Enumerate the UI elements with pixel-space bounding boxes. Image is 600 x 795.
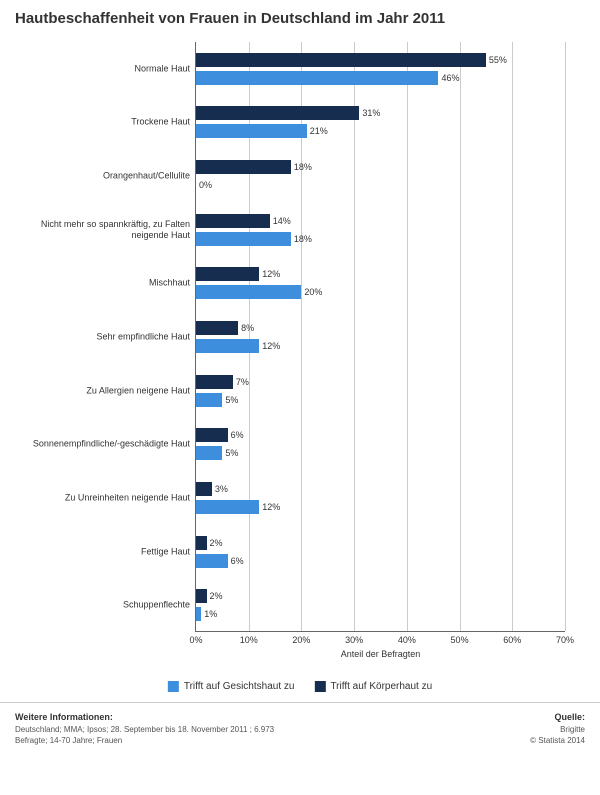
chart: Anteil der Befragten 0% 10% 20% 30% 40% 50% 60… [15,42,585,692]
bar-value-label: 2% [210,591,223,601]
footer: Weitere Informationen: Deutschland; MMA;… [0,702,600,758]
y-category-label: Schuppenflechte [18,600,190,611]
bar-value-label: 55% [489,55,507,65]
bar-value-label: 7% [236,377,249,387]
bar: 18% [196,160,291,174]
legend-label: Trifft auf Körperhaut zu [330,681,432,692]
gridline [565,42,566,631]
footer-left-line1: Deutschland; MMA; Ipsos; 28. September b… [15,725,274,734]
x-tick-label: 40% [398,635,416,645]
bar-value-label: 6% [231,556,244,566]
legend-item: Trifft auf Körperhaut zu [314,681,432,692]
bar: 2% [196,589,207,603]
bar-value-label: 18% [294,234,312,244]
bar: 8% [196,321,238,335]
x-tick-label: 50% [451,635,469,645]
bar-value-label: 1% [204,609,217,619]
bar: 12% [196,500,259,514]
bar-value-label: 14% [273,216,291,226]
bar: 6% [196,428,228,442]
bar-value-label: 0% [199,180,212,190]
y-category-label: Sonnenempfindliche/-geschädigte Haut [18,439,190,450]
chart-plot-area: Anteil der Befragten 0%10%20%30%40%50%60… [195,42,565,632]
bar: 18% [196,232,291,246]
bar-value-label: 5% [225,395,238,405]
bar: 55% [196,53,486,67]
category-group: Zu Allergien neigene Haut7%5% [196,375,565,407]
category-group: Zu Unreinheiten neigende Haut3%12% [196,482,565,514]
bar-value-label: 12% [262,269,280,279]
x-axis-title: Anteil der Befragten [341,649,421,659]
footer-right-line2: © Statista 2014 [530,736,585,745]
bar-value-label: 12% [262,502,280,512]
category-group: Trockene Haut31%21% [196,106,565,138]
y-category-label: Zu Unreinheiten neigende Haut [18,493,190,504]
bar-value-label: 2% [210,538,223,548]
y-category-label: Mischhaut [18,278,190,289]
bar-value-label: 20% [304,287,322,297]
y-category-label: Sehr empfindliche Haut [18,332,190,343]
category-group: Sehr empfindliche Haut8%12% [196,321,565,353]
bar: 2% [196,536,207,550]
bar-value-label: 31% [362,108,380,118]
category-group: Sonnenempfindliche/-geschädigte Haut6%5% [196,428,565,460]
category-group: Mischhaut12%20% [196,267,565,299]
category-group: Schuppenflechte2%1% [196,589,565,621]
y-category-label: Normale Haut [18,63,190,74]
bar: 14% [196,214,270,228]
bar: 21% [196,124,307,138]
x-tick-label: 30% [345,635,363,645]
category-group: Orangenhaut/Cellulite18%0% [196,160,565,192]
bar-value-label: 18% [294,162,312,172]
chart-title: Hautbeschaffenheit von Frauen in Deutsch… [15,10,585,27]
bar-value-label: 46% [441,73,459,83]
bar: 12% [196,267,259,281]
x-tick-label: 0% [189,635,202,645]
x-tick-label: 20% [292,635,310,645]
bar: 7% [196,375,233,389]
footer-right-heading: Quelle: [554,712,585,722]
legend-label: Trifft auf Gesichtshaut zu [184,681,295,692]
bar-value-label: 3% [215,484,228,494]
bar: 12% [196,339,259,353]
x-tick-label: 10% [240,635,258,645]
bar-value-label: 21% [310,126,328,136]
legend: Trifft auf Gesichtshaut zu Trifft auf Kör… [168,681,432,692]
category-group: Nicht mehr so spannkräftig, zu Falten ne… [196,214,565,246]
legend-item: Trifft auf Gesichtshaut zu [168,681,295,692]
bar-value-label: 8% [241,323,254,333]
bar: 5% [196,446,222,460]
y-category-label: Orangenhaut/Cellulite [18,171,190,182]
y-category-label: Zu Allergien neigene Haut [18,385,190,396]
legend-swatch [314,681,325,692]
x-tick-label: 60% [503,635,521,645]
bar-value-label: 5% [225,448,238,458]
bar-value-label: 6% [231,430,244,440]
y-category-label: Nicht mehr so spannkräftig, zu Falten ne… [18,219,190,241]
x-tick-label: 70% [556,635,574,645]
bar: 3% [196,482,212,496]
bar: 5% [196,393,222,407]
bar: 20% [196,285,301,299]
y-category-label: Trockene Haut [18,117,190,128]
bar-value-label: 12% [262,341,280,351]
bar: 46% [196,71,438,85]
category-group: Fettige Haut2%6% [196,536,565,568]
bar: 1% [196,607,201,621]
footer-left-heading: Weitere Informationen: [15,712,113,722]
bar: 6% [196,554,228,568]
category-group: Normale Haut55%46% [196,53,565,85]
legend-swatch [168,681,179,692]
footer-left-line2: Befragte; 14-70 Jahre; Frauen [15,736,122,745]
footer-right-line1: Brigitte [560,725,585,734]
bar: 31% [196,106,359,120]
y-category-label: Fettige Haut [18,546,190,557]
